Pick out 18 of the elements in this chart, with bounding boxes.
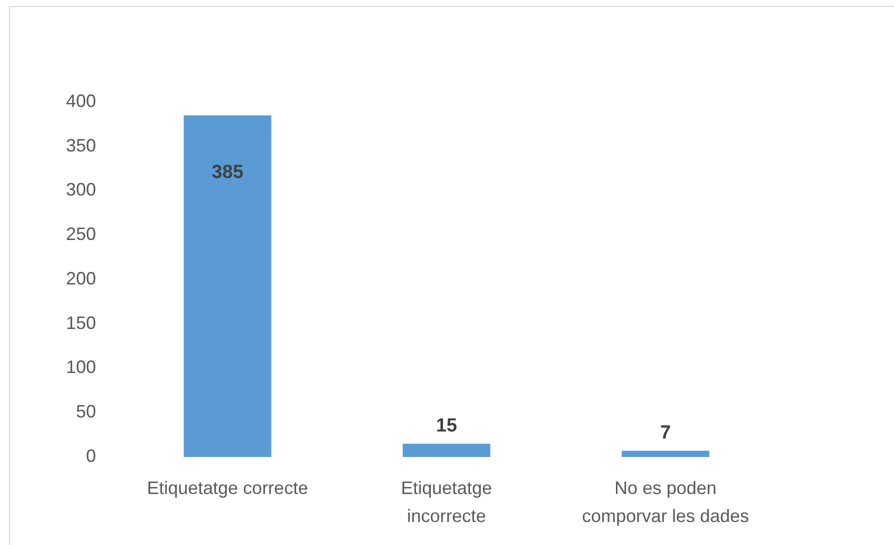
- bar: [184, 115, 272, 457]
- y-tick-label: 300: [66, 180, 96, 200]
- data-label: 385: [212, 162, 244, 184]
- bar: [622, 450, 710, 457]
- x-tick-label: Etiquetatge correcte: [146, 478, 308, 498]
- bar: [402, 444, 490, 457]
- y-tick-label: 200: [66, 268, 96, 288]
- y-tick-label: 100: [66, 357, 96, 378]
- data-label: 15: [436, 415, 458, 436]
- y-tick-label: 150: [66, 312, 96, 333]
- y-tick-label: 250: [66, 224, 96, 244]
- y-tick-label: 0: [86, 446, 96, 466]
- x-tick-label: Etiquetatge incorrecte: [400, 478, 492, 526]
- y-tick-label: 400: [66, 90, 96, 111]
- y-tick-label: 350: [66, 135, 96, 156]
- y-tick-label: 50: [76, 402, 96, 422]
- data-label: 7: [660, 422, 671, 444]
- x-tick-label: No es poden comporvar les dades: [582, 478, 750, 526]
